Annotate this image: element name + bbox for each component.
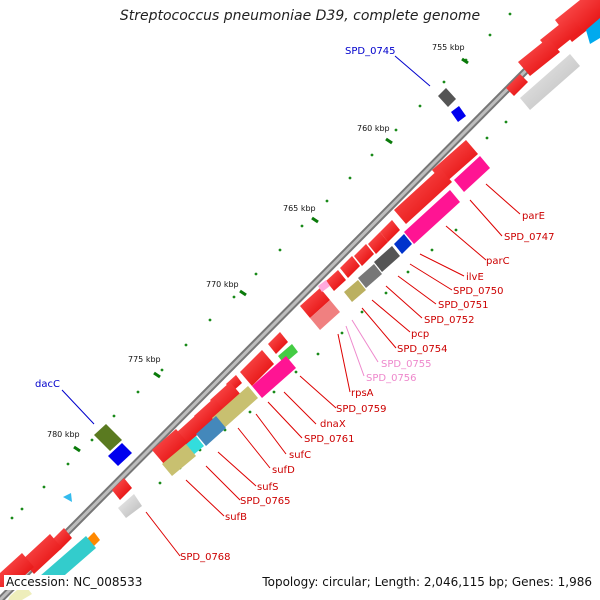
scale-ticks — [73, 57, 469, 453]
gene-label-dnax[interactable]: dnaX — [320, 419, 346, 430]
gene-arrow[interactable] — [394, 168, 452, 224]
gene-arrow[interactable] — [22, 534, 62, 574]
tick-label-group: 755 kbp 760 kbp 765 kbp 770 kbp 775 kbp … — [47, 43, 465, 439]
length-value: 2,046,115 bp — [423, 575, 504, 589]
tick-label: 770 kbp — [206, 280, 239, 289]
gene-block[interactable] — [520, 54, 580, 110]
gene-arrow[interactable] — [112, 478, 132, 500]
gene-arrow[interactable] — [240, 350, 274, 386]
tick-label: 760 kbp — [357, 124, 390, 133]
gene-arrow[interactable] — [194, 398, 224, 428]
accession-value: NC_008533 — [73, 575, 143, 589]
tick-label: 755 kbp — [432, 43, 465, 52]
gene-block[interactable] — [358, 264, 382, 288]
tick-label: 775 kbp — [128, 355, 161, 364]
gene-block[interactable] — [162, 444, 196, 476]
gene-arrow[interactable] — [300, 288, 330, 318]
gene-label-pare[interactable]: parE — [522, 211, 545, 222]
gene-label-spd0750[interactable]: SPD_0750 — [453, 286, 504, 297]
gene-arrow[interactable] — [268, 332, 288, 354]
gene-label-sufs[interactable]: sufS — [257, 482, 278, 493]
gene-label-spd0761[interactable]: SPD_0761 — [304, 434, 355, 445]
gene-label-spd0747[interactable]: SPD_0747 — [504, 232, 555, 243]
genes-value: 1,986 — [557, 575, 592, 589]
gene-block[interactable] — [212, 386, 258, 430]
gene-label-spd0756[interactable]: SPD_0756 — [366, 373, 417, 384]
gene-block[interactable] — [454, 156, 490, 192]
genes-label: Genes: — [511, 575, 554, 589]
accession-info: Accession: NC_008533 — [4, 575, 145, 590]
gene-block[interactable] — [196, 416, 226, 446]
gene-spd0745b-feature[interactable] — [451, 106, 466, 122]
gene-arrow[interactable] — [326, 270, 346, 291]
small-feature[interactable] — [63, 493, 72, 502]
outer-label-leaders — [61, 55, 431, 425]
length-label: Length: — [374, 575, 421, 589]
gene-block[interactable] — [394, 234, 412, 254]
gene-label-sufb[interactable]: sufB — [225, 512, 247, 523]
gene-label-spd0759[interactable]: SPD_0759 — [336, 404, 387, 415]
map-title: Streptococcus pneumoniae D39, complete g… — [119, 8, 481, 24]
topology-value: circular — [322, 575, 367, 589]
accession-label: Accession: — [6, 575, 70, 589]
gene-block[interactable] — [118, 494, 142, 518]
gene-arrow[interactable] — [506, 74, 528, 96]
inner-gene-labels: parE SPD_0747 parC ilvE SPD_0750 SPD_075… — [180, 211, 555, 563]
topology-label: Topology: — [262, 575, 319, 589]
gene-label-dacc[interactable]: dacC — [35, 379, 60, 390]
gene-block[interactable] — [344, 280, 366, 302]
gene-block[interactable] — [318, 280, 330, 292]
gene-label-spd0768[interactable]: SPD_0768 — [180, 552, 231, 563]
gene-label-sufd[interactable]: sufD — [272, 465, 295, 476]
inner-label-leaders — [145, 183, 521, 557]
gene-arrow[interactable] — [340, 256, 360, 278]
tick-label: 765 kbp — [283, 204, 316, 213]
outer-features — [63, 88, 466, 502]
gene-label-pcp[interactable]: pcp — [411, 329, 429, 340]
forward-genes-top — [0, 0, 600, 587]
gene-block[interactable] — [252, 356, 296, 398]
genome-summary: Topology: circular; Length: 2,046,115 bp… — [260, 575, 594, 590]
gene-label-spd0765[interactable]: SPD_0765 — [240, 496, 291, 507]
dot-track — [10, 12, 530, 520]
gene-label-spd0751[interactable]: SPD_0751 — [438, 300, 489, 311]
gene-label-spd0752[interactable]: SPD_0752 — [424, 315, 475, 326]
gene-arrow[interactable] — [380, 220, 400, 242]
gene-dacc-feature[interactable] — [94, 424, 122, 451]
gene-label-spd0745[interactable]: SPD_0745 — [345, 46, 396, 57]
gene-label-spd0754[interactable]: SPD_0754 — [397, 344, 448, 355]
tick-label: 780 kbp — [47, 430, 80, 439]
gene-arrow[interactable] — [354, 244, 374, 266]
gene-label-spd0755[interactable]: SPD_0755 — [381, 359, 432, 370]
gene-dacc-blue-feature[interactable] — [108, 443, 132, 466]
pseudo-label-leaders — [345, 319, 379, 377]
gene-block[interactable] — [404, 190, 460, 244]
gene-arrow[interactable] — [176, 415, 206, 445]
gene-label-ilve[interactable]: ilvE — [466, 272, 484, 283]
gene-arrow[interactable] — [518, 38, 560, 76]
gene-label-rpsa[interactable]: rpsA — [351, 388, 374, 399]
gene-spd0745-feature[interactable] — [438, 88, 456, 107]
gene-label-sufc[interactable]: sufC — [289, 450, 311, 461]
gene-arrow[interactable] — [368, 232, 388, 254]
gene-block[interactable] — [310, 300, 340, 330]
gene-block[interactable] — [374, 246, 400, 272]
gene-arrow[interactable] — [152, 429, 188, 464]
gene-block[interactable] — [586, 18, 600, 44]
gene-label-parc[interactable]: parC — [486, 256, 510, 267]
